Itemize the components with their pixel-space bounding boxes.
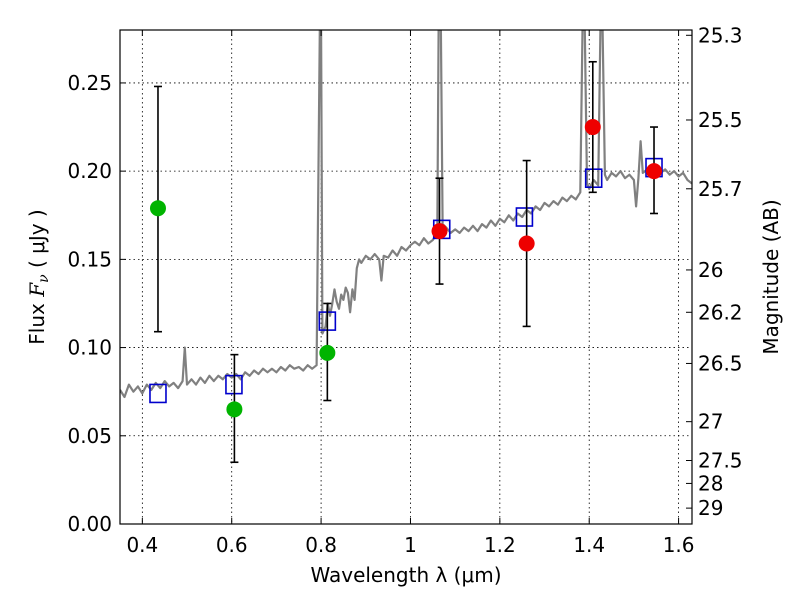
y-tick-label: 0.05	[67, 424, 112, 448]
model-photometry-square	[584, 168, 603, 188]
y-tick-label: 0.10	[67, 336, 112, 360]
y2-tick-label: 26.5	[698, 351, 743, 375]
ticks-layer: 0.4 0.6 0.8 1 1.2 1.4 1.6 0.00 0.05 0.10 0.15 0.20 0…	[67, 23, 742, 557]
x-tick-label: 1.2	[484, 533, 516, 557]
y2-tick-label: 27	[698, 410, 723, 434]
x-tick-label: 1.6	[663, 533, 695, 557]
x-tick-label: 0.8	[305, 533, 337, 557]
observed-flux-point	[646, 163, 663, 180]
y-tick-label: 0.00	[67, 512, 112, 536]
observed-flux-point	[226, 401, 243, 418]
y2-tick-label: 25.5	[698, 108, 743, 132]
y2-tick-label: 29	[698, 496, 723, 520]
observed-flux-point	[149, 200, 166, 217]
observed-flux-point	[518, 235, 535, 252]
x-tick-label: 1	[404, 533, 417, 557]
y-tick-label: 0.15	[67, 247, 112, 271]
y-tick-label: 0.20	[67, 159, 112, 183]
observed-flux-point	[584, 119, 601, 136]
plot-frame	[119, 29, 693, 525]
y2-tick-label: 26.2	[698, 300, 743, 324]
y-tick-label: 0.25	[67, 71, 112, 95]
y2-tick-label: 25.3	[698, 23, 743, 47]
x-tick-label: 0.4	[126, 533, 158, 557]
observed-flux-point	[319, 344, 336, 361]
x-axis-title: Wavelength λ (μm)	[310, 563, 501, 587]
observed-flux-point	[431, 223, 448, 240]
x-tick-label: 1.4	[573, 533, 605, 557]
y2-tick-label: 26	[698, 258, 723, 282]
y-axis-title: Flux Fν ( μJy )	[25, 209, 52, 344]
x-tick-label: 0.6	[216, 533, 248, 557]
y2-tick-label: 28	[698, 471, 723, 495]
y2-axis-title: Magnitude (AB)	[759, 199, 783, 354]
y2-tick-label: 27.5	[698, 448, 743, 472]
model-photometry-square	[515, 207, 534, 227]
marks-layer	[149, 60, 663, 464]
model-photometry-square	[149, 383, 167, 404]
y2-tick-label: 25.7	[698, 177, 743, 201]
